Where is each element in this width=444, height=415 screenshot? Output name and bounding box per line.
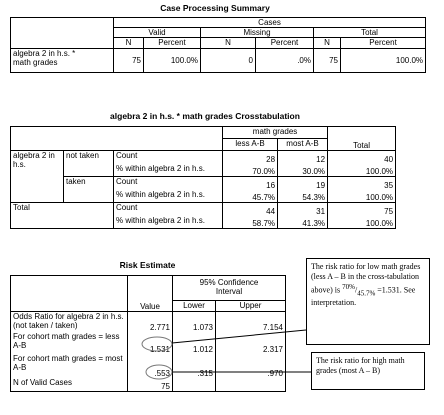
- table-title: Risk Estimate: [119, 260, 176, 270]
- crosstab-body: algebra 2 in h.s. not taken Count 28 12 40% w…: [10, 150, 397, 229]
- denominator: 45.7%: [357, 289, 376, 298]
- stat-label: % within algebra 2 in h.s.: [112, 215, 224, 229]
- label-text: algebra 2 in h.s. * math grades: [13, 49, 76, 68]
- callout-line: [171, 329, 307, 344]
- header: Upper: [214, 300, 287, 312]
- stat-label: Count: [112, 150, 224, 164]
- stat-label: Count: [112, 202, 224, 216]
- row-group: Total: [10, 202, 114, 229]
- numerator: 70%: [342, 283, 355, 291]
- cell: 100.0%: [339, 48, 427, 73]
- row: % within algebra 2 in h.s. 70.0% 30.0% 100.…: [11, 163, 397, 177]
- cell: 75: [327, 202, 397, 216]
- row: algebra 2 in h.s. not taken Count 28 12 40: [10, 150, 397, 203]
- cell: 100.0%: [327, 215, 397, 229]
- row-variable: algebra 2 in h.s.: [10, 150, 64, 203]
- cell: 0: [200, 48, 256, 73]
- header: Lower: [172, 300, 216, 312]
- cell: .970: [214, 353, 287, 378]
- case-table: Cases Valid Missing Total N Percent N Pe…: [10, 17, 427, 73]
- stat-label: Count: [112, 176, 224, 190]
- cell: 35: [327, 176, 397, 190]
- row-label: algebra 2 in h.s. * math grades: [10, 48, 114, 73]
- note-text: The risk ratio for low math grades (less…: [311, 262, 421, 295]
- row: % within algebra 2 in h.s. 58.7% 41.3% 100.…: [11, 215, 397, 229]
- corner: [10, 17, 114, 49]
- risk-table: Value 95% Confidence Interval Lower Uppe…: [10, 275, 287, 392]
- corner: [10, 275, 128, 312]
- note-text: The risk ratio for high math grades (mos…: [316, 356, 405, 375]
- row-group: taken: [63, 176, 114, 203]
- cell: .315: [172, 353, 216, 378]
- callout-note: The risk ratio for low math grades (less…: [306, 258, 430, 345]
- row: N of Valid Cases 75: [10, 377, 287, 392]
- highlight-ellipse: [141, 336, 173, 352]
- crosstab-table: math grades Total less A-B most A-B alge…: [9, 126, 397, 229]
- cell: .0%: [255, 48, 314, 73]
- row: Total Count 44 31 75: [10, 202, 397, 229]
- corner: [9, 126, 224, 151]
- cell: [214, 377, 287, 392]
- note-text: =1.531. See interpretation.: [311, 285, 416, 308]
- row-label: For cohort math grades = most A-B: [10, 353, 128, 378]
- cell: 7.154: [214, 311, 287, 332]
- header: Value: [127, 275, 173, 312]
- row: taken Count 16 19 35: [11, 176, 397, 203]
- table-title: algebra 2 in h.s. * math grades Crosstab…: [110, 111, 300, 121]
- risk-body: Odds Ratio for algebra 2 in h.s. (not ta…: [10, 311, 287, 392]
- callout-note: The risk ratio for high math grades (mos…: [311, 352, 425, 390]
- cell: 40: [327, 150, 397, 164]
- highlight-ellipse: [145, 364, 173, 380]
- cell: 100.0%: [143, 48, 201, 73]
- row: For cohort math grades = most A-B .553.31…: [10, 353, 287, 378]
- table-title: Case Processing Summary: [160, 3, 270, 13]
- row: Odds Ratio for algebra 2 in h.s. (not ta…: [10, 311, 287, 332]
